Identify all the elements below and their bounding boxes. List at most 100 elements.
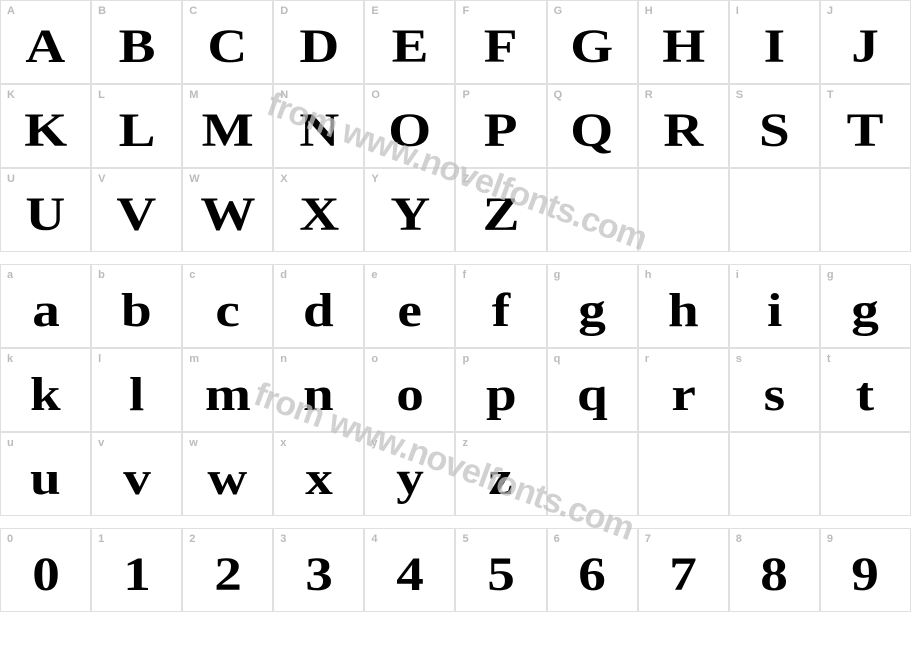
glyph: c <box>215 287 240 335</box>
glyph-cell: xx <box>273 432 364 516</box>
glyph-cell: YY <box>364 168 455 252</box>
glyph: D <box>299 23 339 71</box>
glyph-cell <box>820 432 911 516</box>
glyph: G <box>571 23 614 71</box>
glyph-cell: zz <box>455 432 546 516</box>
glyph: w <box>208 455 248 503</box>
cell-label: G <box>554 5 563 17</box>
glyph-cell: RR <box>638 84 729 168</box>
cell-label: d <box>280 269 287 281</box>
glyph-cell <box>547 432 638 516</box>
cell-label: x <box>280 437 286 449</box>
cell-label: 9 <box>827 533 833 545</box>
cell-label: A <box>7 5 15 17</box>
glyph-cell: PP <box>455 84 546 168</box>
glyph-cell: OO <box>364 84 455 168</box>
cell-label: M <box>189 89 198 101</box>
glyph-cell: GG <box>547 0 638 84</box>
glyph-cell: 99 <box>820 528 911 612</box>
glyph: g <box>852 287 880 335</box>
glyph: d <box>303 287 334 335</box>
glyph-cell: pp <box>455 348 546 432</box>
cell-label: t <box>827 353 831 365</box>
cell-label: H <box>645 5 653 17</box>
glyph-cell: JJ <box>820 0 911 84</box>
cell-label: k <box>7 353 13 365</box>
cell-label: y <box>371 437 377 449</box>
cell-label: f <box>462 269 466 281</box>
glyph-cell: ee <box>364 264 455 348</box>
cell-label: T <box>827 89 834 101</box>
glyph-section-0: AABBCCDDEEFFGGHHIIJJKKLLMMNNOOPPQQRRSSTT… <box>0 0 911 252</box>
glyph: B <box>118 23 155 71</box>
cell-label: O <box>371 89 380 101</box>
cell-label: J <box>827 5 833 17</box>
cell-label: F <box>462 5 469 17</box>
glyph-cell <box>820 168 911 252</box>
glyph: V <box>117 191 157 239</box>
cell-label: C <box>189 5 197 17</box>
glyph-cell: 22 <box>182 528 273 612</box>
cell-label: u <box>7 437 14 449</box>
glyph: o <box>396 371 424 419</box>
cell-label: N <box>280 89 288 101</box>
cell-label: U <box>7 173 15 185</box>
cell-label: P <box>462 89 469 101</box>
cell-label: g <box>827 269 834 281</box>
glyph-cell: FF <box>455 0 546 84</box>
glyph-cell: ZZ <box>455 168 546 252</box>
cell-label: W <box>189 173 199 185</box>
glyph: y <box>396 455 424 503</box>
glyph: Z <box>483 191 520 239</box>
glyph-cell: gg <box>820 264 911 348</box>
glyph-cell: rr <box>638 348 729 432</box>
glyph: 3 <box>305 551 333 599</box>
glyph: z <box>489 455 514 503</box>
glyph: b <box>121 287 152 335</box>
glyph-cell: 11 <box>91 528 182 612</box>
cell-label: 2 <box>189 533 195 545</box>
glyph-section-2: 00112233445566778899 <box>0 528 911 612</box>
cell-label: l <box>98 353 101 365</box>
glyph: f <box>492 287 510 335</box>
glyph-cell <box>638 168 729 252</box>
glyph: P <box>484 107 518 155</box>
glyph-cell <box>729 168 820 252</box>
glyph-cell: ss <box>729 348 820 432</box>
glyph-cell <box>638 432 729 516</box>
glyph-cell: vv <box>91 432 182 516</box>
cell-label: r <box>645 353 649 365</box>
glyph-cell: DD <box>273 0 364 84</box>
cell-label: s <box>736 353 742 365</box>
cell-label: z <box>462 437 468 449</box>
glyph-cell: EE <box>364 0 455 84</box>
cell-label: R <box>645 89 653 101</box>
glyph-cell <box>729 432 820 516</box>
cell-label: 8 <box>736 533 742 545</box>
glyph-cell: LL <box>91 84 182 168</box>
glyph: 1 <box>123 551 151 599</box>
glyph-cell: nn <box>273 348 364 432</box>
glyph: v <box>123 455 151 503</box>
glyph: 6 <box>578 551 606 599</box>
glyph: h <box>668 287 699 335</box>
glyph: i <box>767 287 782 335</box>
cell-label: Y <box>371 173 378 185</box>
cell-label: 5 <box>462 533 468 545</box>
glyph: U <box>26 191 66 239</box>
glyph: 5 <box>487 551 515 599</box>
cell-label: 6 <box>554 533 560 545</box>
glyph-cell: CC <box>182 0 273 84</box>
glyph-cell: MM <box>182 84 273 168</box>
cell-label: V <box>98 173 105 185</box>
cell-label: L <box>98 89 105 101</box>
cell-label: X <box>280 173 287 185</box>
cell-label: Z <box>462 173 469 185</box>
glyph-cell: 33 <box>273 528 364 612</box>
cell-label: a <box>7 269 13 281</box>
glyph-cell: ww <box>182 432 273 516</box>
cell-label: 0 <box>7 533 13 545</box>
glyph: M <box>202 107 254 155</box>
cell-label: Q <box>554 89 563 101</box>
glyph-section-1: aabbccddeeffgghhiiggkkllmmnnooppqqrrsstt… <box>0 264 911 516</box>
